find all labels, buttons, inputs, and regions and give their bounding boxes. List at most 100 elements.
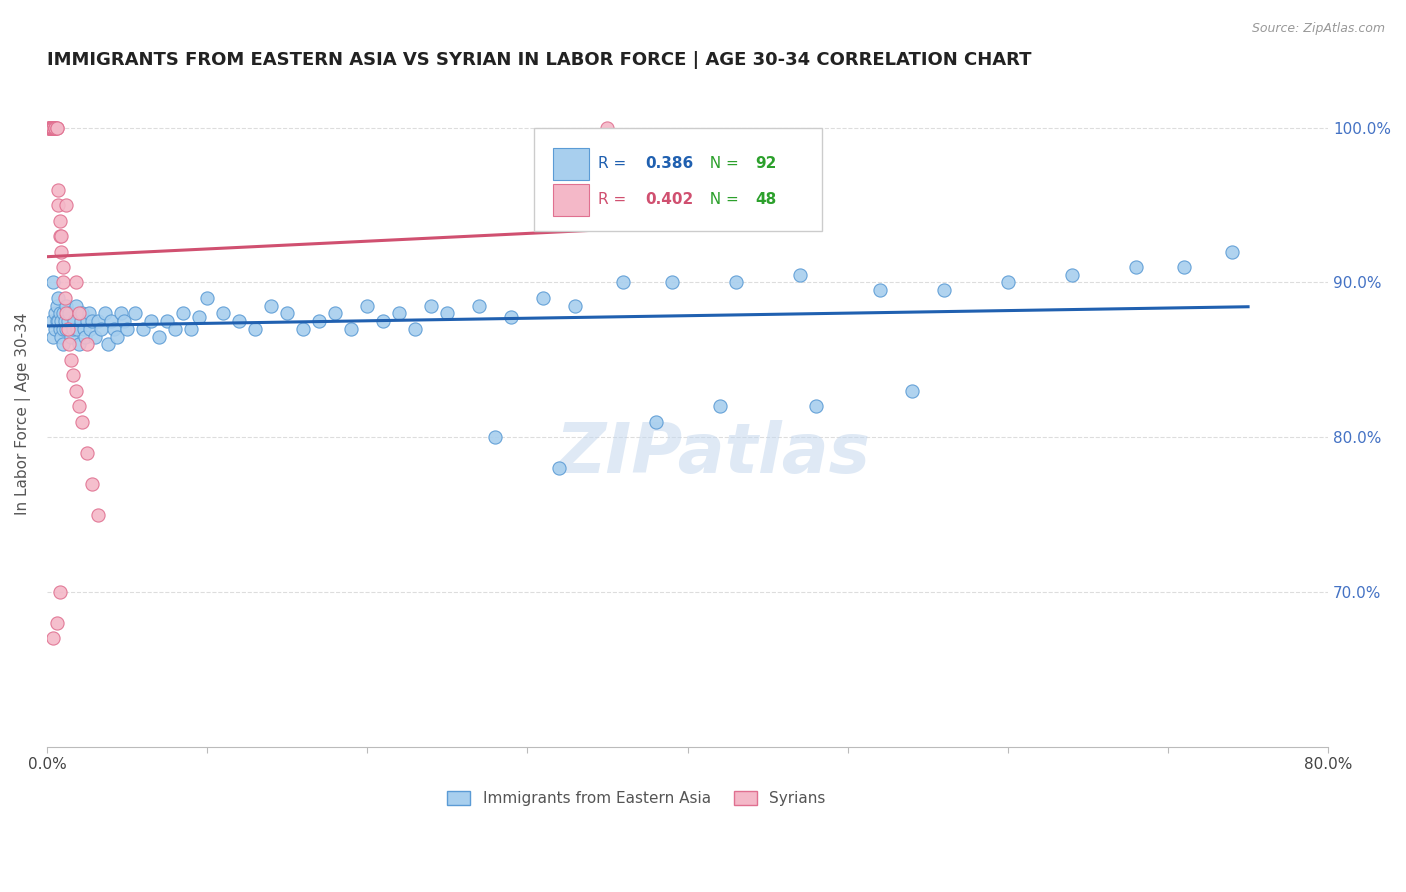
Point — [39, 120, 62, 135]
Point — [323, 306, 346, 320]
Point — [39, 120, 62, 135]
Point — [52, 337, 75, 351]
Point — [156, 314, 179, 328]
FancyBboxPatch shape — [553, 148, 589, 180]
Point — [79, 322, 101, 336]
Point — [115, 322, 138, 336]
Point — [644, 415, 666, 429]
Point — [51, 314, 73, 328]
Point — [42, 329, 65, 343]
Point — [124, 306, 146, 320]
Point — [46, 291, 69, 305]
Point — [76, 337, 98, 351]
Point — [436, 306, 458, 320]
Point — [188, 310, 211, 324]
Point — [107, 329, 129, 343]
Point — [501, 310, 523, 324]
Point — [87, 314, 110, 328]
Point — [533, 291, 555, 305]
Point — [80, 476, 103, 491]
Point — [997, 276, 1019, 290]
Point — [612, 276, 634, 290]
Point — [484, 430, 506, 444]
Point — [148, 329, 170, 343]
Point — [49, 322, 72, 336]
Point — [46, 183, 69, 197]
Point — [45, 314, 67, 328]
Point — [65, 299, 87, 313]
Point — [41, 120, 63, 135]
Point — [38, 120, 60, 135]
Point — [52, 322, 75, 336]
Point — [87, 508, 110, 522]
Point — [132, 322, 155, 336]
Point — [661, 276, 683, 290]
Point — [900, 384, 922, 398]
Point — [709, 399, 731, 413]
Point — [1060, 268, 1083, 282]
Point — [77, 306, 100, 320]
Point — [52, 260, 75, 274]
Point — [45, 120, 67, 135]
Point — [42, 120, 65, 135]
Point — [42, 120, 65, 135]
FancyBboxPatch shape — [534, 128, 823, 231]
Point — [52, 276, 75, 290]
Point — [564, 299, 586, 313]
Point — [596, 120, 619, 135]
Point — [93, 306, 115, 320]
Point — [44, 120, 66, 135]
Text: N =: N = — [700, 156, 744, 171]
Point — [70, 306, 93, 320]
Point — [45, 299, 67, 313]
Point — [76, 445, 98, 459]
Point — [724, 276, 747, 290]
Point — [195, 291, 218, 305]
Point — [103, 322, 125, 336]
Text: 92: 92 — [755, 156, 778, 171]
Point — [67, 306, 90, 320]
Legend: Immigrants from Eastern Asia, Syrians: Immigrants from Eastern Asia, Syrians — [441, 785, 831, 813]
Point — [58, 306, 80, 320]
Point — [44, 120, 66, 135]
Point — [73, 322, 96, 336]
Point — [308, 314, 330, 328]
Y-axis label: In Labor Force | Age 30-34: In Labor Force | Age 30-34 — [15, 313, 31, 516]
Text: 0.402: 0.402 — [645, 193, 693, 207]
Point — [52, 306, 75, 320]
Point — [404, 322, 426, 336]
Point — [420, 299, 443, 313]
Point — [49, 213, 72, 227]
Point — [49, 306, 72, 320]
Point — [39, 120, 62, 135]
Point — [41, 120, 63, 135]
Text: 0.386: 0.386 — [645, 156, 693, 171]
Point — [41, 120, 63, 135]
Point — [292, 322, 315, 336]
Point — [39, 120, 62, 135]
Point — [63, 314, 86, 328]
Point — [869, 283, 891, 297]
Point — [340, 322, 363, 336]
Point — [80, 314, 103, 328]
Point — [51, 329, 73, 343]
Point — [62, 322, 84, 336]
Point — [59, 352, 82, 367]
Point — [97, 337, 120, 351]
Point — [76, 314, 98, 328]
Point — [44, 120, 66, 135]
Text: 48: 48 — [755, 193, 776, 207]
Point — [84, 329, 107, 343]
Point — [66, 322, 89, 336]
Point — [65, 276, 87, 290]
Text: Source: ZipAtlas.com: Source: ZipAtlas.com — [1251, 22, 1385, 36]
Text: R =: R = — [598, 193, 631, 207]
Point — [1173, 260, 1195, 274]
Point — [49, 585, 72, 599]
Point — [69, 314, 91, 328]
Point — [468, 299, 491, 313]
Point — [53, 291, 76, 305]
Point — [58, 337, 80, 351]
Point — [44, 306, 66, 320]
Point — [373, 314, 395, 328]
